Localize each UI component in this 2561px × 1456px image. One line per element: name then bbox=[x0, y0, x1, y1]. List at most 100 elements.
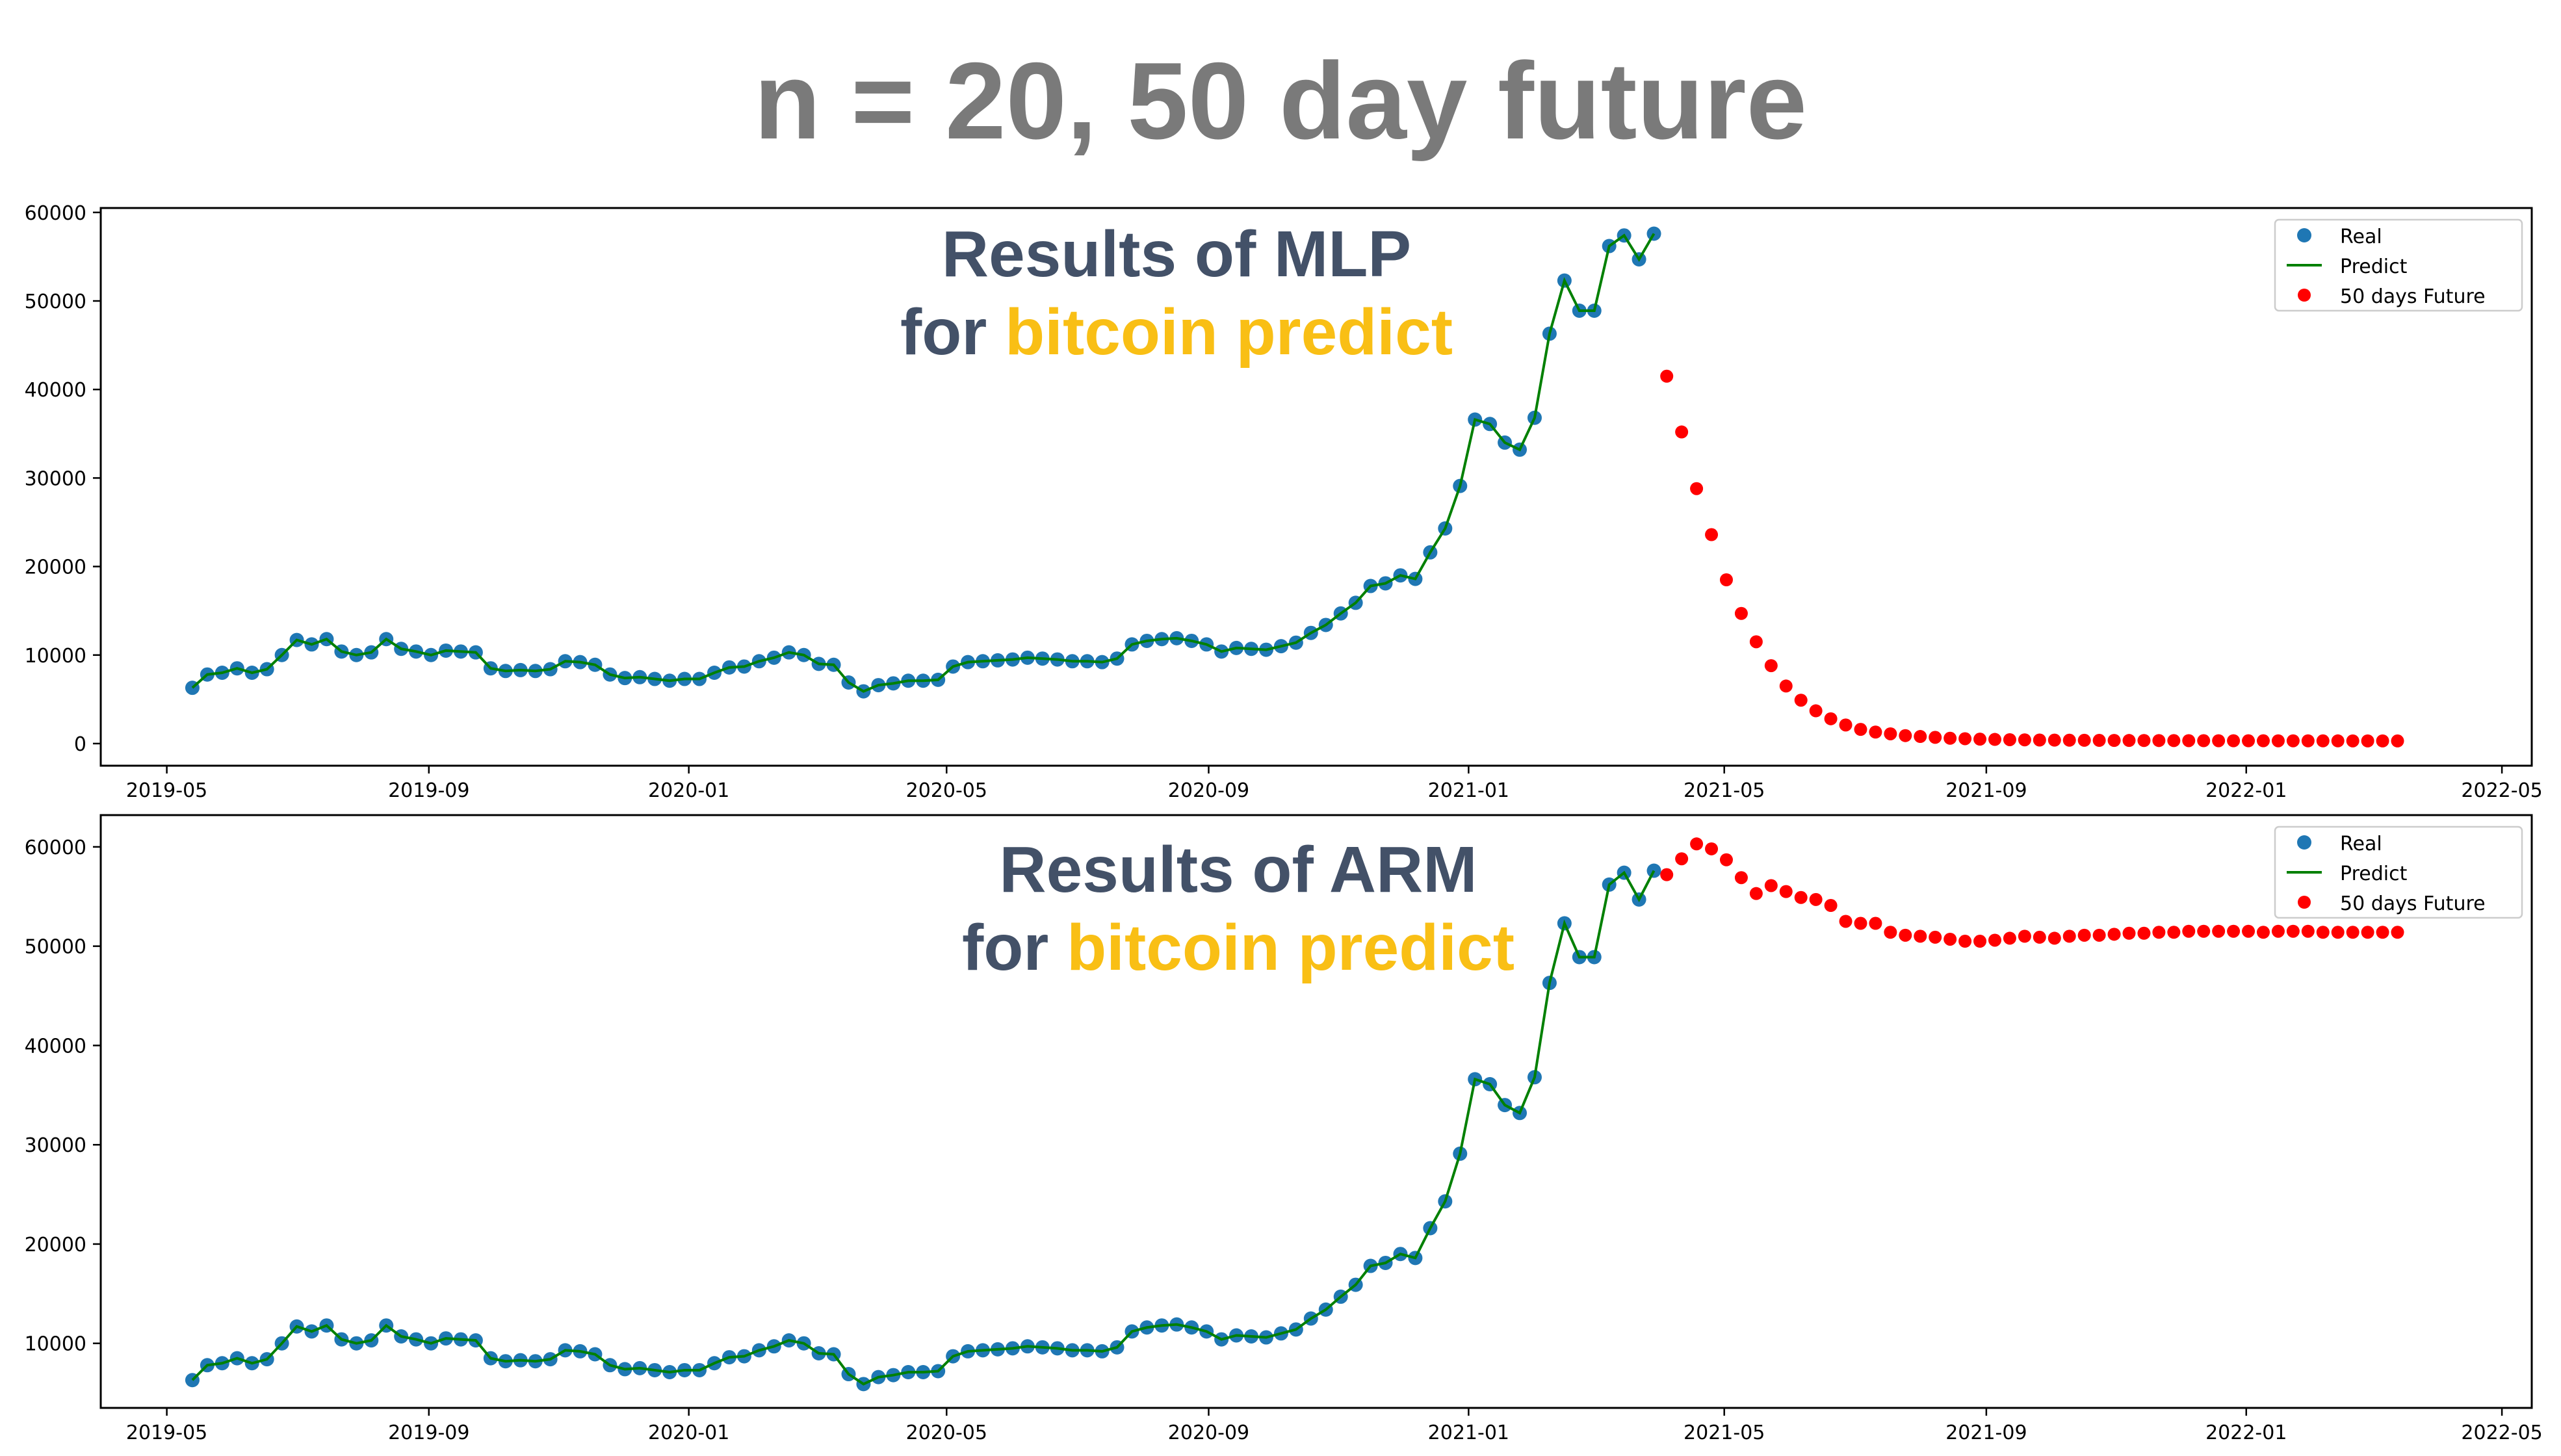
future-point bbox=[2033, 733, 2046, 747]
future-point bbox=[2361, 734, 2374, 748]
future-point bbox=[1809, 892, 1823, 906]
future-point bbox=[2346, 734, 2360, 748]
future-point bbox=[1705, 842, 1719, 855]
future-point bbox=[1944, 932, 1957, 946]
x-tick-label: 2022-01 bbox=[2205, 1422, 2287, 1444]
future-point bbox=[1869, 725, 1882, 739]
future-point bbox=[1899, 928, 1912, 942]
future-point bbox=[1824, 899, 1838, 913]
future-point bbox=[1944, 731, 1957, 745]
future-point bbox=[2316, 734, 2330, 748]
y-tick-label: 60000 bbox=[25, 202, 86, 225]
future-point bbox=[1884, 926, 1897, 939]
predict-line bbox=[191, 233, 1656, 693]
future-point bbox=[2107, 734, 2121, 748]
future-point bbox=[2092, 928, 2106, 942]
y-tick-label: 30000 bbox=[25, 467, 86, 490]
future-point bbox=[2137, 734, 2151, 748]
future-point bbox=[2286, 734, 2300, 748]
future-point bbox=[2286, 924, 2300, 938]
future-point bbox=[2137, 926, 2151, 940]
future-point bbox=[2048, 931, 2061, 945]
future-point bbox=[1749, 635, 1763, 649]
future-point bbox=[2331, 926, 2345, 939]
future-point bbox=[1914, 730, 1927, 744]
x-tick-label: 2020-09 bbox=[1168, 779, 1249, 802]
future-point bbox=[2227, 924, 2241, 938]
legend-label: Predict bbox=[2340, 255, 2408, 278]
future-point bbox=[2092, 734, 2106, 748]
x-tick-label: 2019-09 bbox=[388, 779, 469, 802]
y-tick-label: 0 bbox=[74, 733, 86, 756]
legend: Real Predict 50 days Future bbox=[2274, 826, 2523, 919]
future-point bbox=[1899, 729, 1912, 742]
overlay-accent: bitcoin predict bbox=[1005, 296, 1453, 369]
future-point bbox=[2152, 734, 2166, 748]
future-point bbox=[2376, 926, 2389, 939]
future-point bbox=[1660, 369, 1674, 383]
future-point bbox=[2256, 734, 2270, 748]
x-tick-label: 2021-01 bbox=[1428, 779, 1509, 802]
future-point bbox=[2077, 928, 2091, 942]
x-tick-label: 2021-01 bbox=[1428, 1422, 1509, 1444]
future-point bbox=[2227, 734, 2241, 748]
future-point bbox=[2018, 930, 2031, 943]
future-point bbox=[2271, 734, 2285, 748]
x-tick-label: 2021-05 bbox=[1684, 1422, 1765, 1444]
future-point bbox=[2197, 734, 2211, 748]
future-point bbox=[2256, 926, 2270, 939]
y-tick-label: 60000 bbox=[25, 837, 86, 859]
future-point bbox=[1675, 852, 1689, 866]
y-tick-label: 50000 bbox=[25, 291, 86, 313]
y-tick-label: 10000 bbox=[25, 1333, 86, 1356]
overlay-accent: bitcoin predict bbox=[1067, 911, 1514, 984]
future-point bbox=[2361, 926, 2374, 939]
chart-arm: 2019-05 2019-09 2020-01 2020-05 2020-09 2021-… bbox=[25, 814, 2543, 1444]
future-point bbox=[2212, 924, 2226, 938]
legend-box bbox=[2274, 826, 2523, 919]
legend-real-marker bbox=[2297, 228, 2311, 242]
future-point bbox=[2376, 734, 2389, 748]
future-point bbox=[2167, 734, 2181, 748]
future-point bbox=[2018, 733, 2031, 747]
overlay-title-line1: Results of MLP bbox=[942, 218, 1411, 291]
x-tick-label: 2021-09 bbox=[1945, 779, 2027, 802]
future-point bbox=[1988, 933, 2001, 947]
future-point bbox=[1794, 694, 1808, 707]
future-point bbox=[1675, 425, 1689, 439]
y-tick-label: 30000 bbox=[25, 1134, 86, 1157]
legend-label: Predict bbox=[2340, 863, 2408, 885]
plot-frame bbox=[99, 207, 2533, 767]
future-point bbox=[1749, 887, 1763, 900]
x-tick-label: 2020-09 bbox=[1168, 1422, 1249, 1444]
future-point bbox=[1854, 723, 1867, 736]
y-tick-label: 50000 bbox=[25, 936, 86, 959]
future-point bbox=[1779, 885, 1793, 898]
page-title: n = 20, 50 day future bbox=[754, 40, 1807, 162]
future-point bbox=[2391, 734, 2404, 748]
future-point bbox=[2003, 931, 2016, 945]
x-tick-label: 2019-09 bbox=[388, 1422, 469, 1444]
future-point bbox=[1854, 916, 1867, 930]
legend-real-marker bbox=[2297, 835, 2311, 850]
future-point bbox=[2182, 734, 2196, 748]
legend-box bbox=[2274, 218, 2523, 312]
future-point bbox=[2062, 733, 2076, 747]
x-tick-label: 2022-05 bbox=[2461, 779, 2542, 802]
future-point bbox=[1809, 704, 1823, 718]
future-point bbox=[1973, 733, 1987, 746]
x-tick-label: 2021-05 bbox=[1684, 779, 1765, 802]
future-point bbox=[2033, 930, 2046, 944]
future-point bbox=[1690, 482, 1704, 495]
future-point bbox=[2077, 733, 2091, 747]
future-point bbox=[1958, 935, 1972, 948]
future-point bbox=[2197, 924, 2211, 938]
future-point bbox=[2331, 734, 2345, 748]
future-point bbox=[2122, 926, 2136, 940]
x-tick-label: 2019-05 bbox=[126, 1422, 207, 1444]
future-point bbox=[2316, 926, 2330, 939]
future-point bbox=[1660, 868, 1674, 881]
future-point bbox=[1929, 930, 1942, 944]
x-tick-label: 2020-05 bbox=[906, 779, 987, 802]
